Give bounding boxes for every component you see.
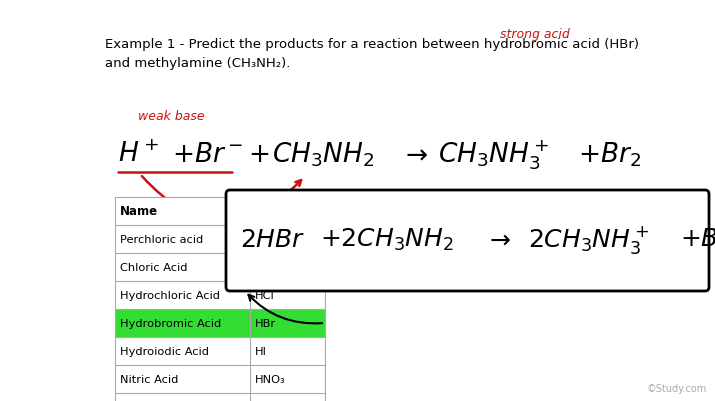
- Text: weak base: weak base: [138, 110, 204, 123]
- Bar: [115, 309, 325, 337]
- Bar: [115, 198, 325, 225]
- Text: $2CH_3NH_3^+$: $2CH_3NH_3^+$: [528, 223, 649, 255]
- Text: Name: Name: [120, 205, 158, 218]
- Text: $CH_3NH_2$: $CH_3NH_2$: [272, 140, 375, 169]
- Text: $2HBr$: $2HBr$: [240, 227, 305, 251]
- Text: Hydrochloric Acid: Hydrochloric Acid: [120, 290, 220, 300]
- Text: HClO₄: HClO₄: [255, 235, 288, 244]
- Text: $\rightarrow$: $\rightarrow$: [400, 142, 428, 168]
- Bar: [115, 365, 325, 393]
- Text: $+2CH_3NH_2$: $+2CH_3NH_2$: [320, 226, 454, 253]
- Bar: [115, 225, 325, 253]
- Text: Hydroiodic Acid: Hydroiodic Acid: [120, 346, 209, 356]
- FancyBboxPatch shape: [226, 190, 709, 291]
- Text: Hydrobromic Acid: Hydrobromic Acid: [120, 318, 221, 328]
- Text: $\rightarrow$: $\rightarrow$: [485, 227, 512, 251]
- Text: $H^+$: $H^+$: [118, 142, 159, 168]
- Bar: [115, 337, 325, 365]
- Bar: [115, 393, 325, 401]
- Bar: [115, 198, 325, 401]
- Text: HCl: HCl: [255, 290, 275, 300]
- Bar: [115, 253, 325, 281]
- Text: Example 1 - Predict the products for a reaction between hydrobromic acid (HBr)
a: Example 1 - Predict the products for a r…: [105, 38, 639, 70]
- Text: $+Br^-$: $+Br^-$: [172, 142, 243, 168]
- Text: Perchloric acid: Perchloric acid: [120, 235, 203, 244]
- Text: Formula: Formula: [255, 205, 309, 218]
- Text: HBr: HBr: [255, 318, 276, 328]
- Text: HI: HI: [255, 346, 267, 356]
- Text: $+Br_2$: $+Br_2$: [680, 226, 715, 253]
- Text: $CH_3NH_3^+$: $CH_3NH_3^+$: [438, 138, 549, 172]
- Bar: [115, 281, 325, 309]
- Text: HClO₃: HClO₃: [255, 262, 288, 272]
- Text: $+Br_2$: $+Br_2$: [578, 140, 641, 169]
- Text: HNO₃: HNO₃: [255, 374, 285, 384]
- Text: Chloric Acid: Chloric Acid: [120, 262, 187, 272]
- Text: Nitric Acid: Nitric Acid: [120, 374, 178, 384]
- Text: $+$: $+$: [248, 142, 270, 168]
- Text: ©Study.com: ©Study.com: [647, 383, 707, 393]
- Text: strong acid: strong acid: [500, 28, 570, 41]
